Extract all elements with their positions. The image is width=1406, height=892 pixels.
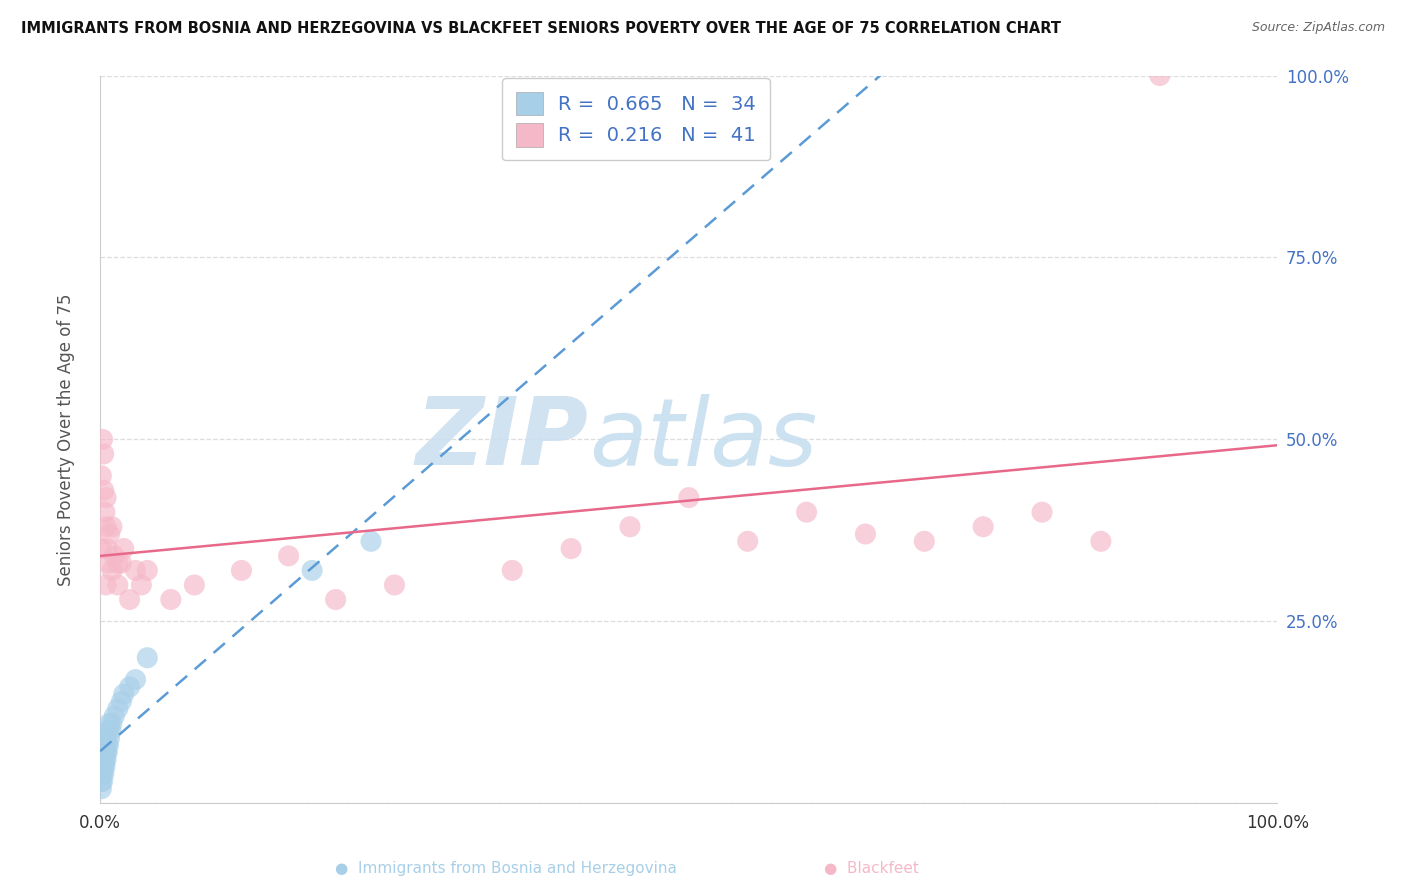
Point — [131, 578, 153, 592]
Point — [93, 483, 115, 498]
Point — [110, 694, 132, 708]
Text: ZIP: ZIP — [416, 393, 589, 485]
Point — [136, 650, 159, 665]
Point — [103, 709, 125, 723]
Point — [91, 433, 114, 447]
Point — [97, 556, 120, 570]
Point — [94, 753, 117, 767]
Point — [94, 745, 117, 759]
Point — [94, 738, 117, 752]
Point — [96, 738, 118, 752]
Point — [231, 563, 253, 577]
Point — [159, 592, 181, 607]
Point — [1149, 69, 1171, 83]
Text: ●  Blackfeet: ● Blackfeet — [824, 861, 920, 876]
Point — [98, 716, 121, 731]
Point — [972, 520, 994, 534]
Point — [678, 491, 700, 505]
Point — [118, 592, 141, 607]
Legend: R =  0.665   N =  34, R =  0.216   N =  41: R = 0.665 N = 34, R = 0.216 N = 41 — [502, 78, 769, 161]
Point — [101, 716, 124, 731]
Y-axis label: Seniors Poverty Over the Age of 75: Seniors Poverty Over the Age of 75 — [58, 293, 75, 586]
Point — [94, 520, 117, 534]
Point — [1031, 505, 1053, 519]
Point — [90, 774, 112, 789]
Point — [91, 753, 114, 767]
Point — [560, 541, 582, 556]
Point — [98, 731, 121, 745]
Point — [112, 541, 135, 556]
Point — [97, 738, 120, 752]
Point — [136, 563, 159, 577]
Point — [98, 527, 121, 541]
Point — [1090, 534, 1112, 549]
Point — [96, 745, 118, 759]
Point — [110, 556, 132, 570]
Point — [912, 534, 935, 549]
Point — [96, 541, 118, 556]
Point — [112, 687, 135, 701]
Point — [325, 592, 347, 607]
Text: IMMIGRANTS FROM BOSNIA AND HERZEGOVINA VS BLACKFEET SENIORS POVERTY OVER THE AGE: IMMIGRANTS FROM BOSNIA AND HERZEGOVINA V… — [21, 21, 1062, 36]
Point — [501, 563, 523, 577]
Point — [101, 520, 124, 534]
Point — [90, 541, 112, 556]
Point — [384, 578, 406, 592]
Point — [277, 549, 299, 563]
Point — [94, 505, 117, 519]
Point — [301, 563, 323, 577]
Point — [93, 760, 115, 774]
Point — [93, 745, 115, 759]
Point — [619, 520, 641, 534]
Point — [93, 753, 115, 767]
Point — [91, 767, 114, 781]
Point — [97, 723, 120, 738]
Point — [94, 760, 117, 774]
Point — [737, 534, 759, 549]
Point — [103, 549, 125, 563]
Point — [183, 578, 205, 592]
Point — [94, 491, 117, 505]
Point — [107, 556, 129, 570]
Point — [124, 563, 146, 577]
Point — [796, 505, 818, 519]
Point — [101, 563, 124, 577]
Point — [360, 534, 382, 549]
Text: ●  Immigrants from Bosnia and Herzegovina: ● Immigrants from Bosnia and Herzegovina — [335, 861, 678, 876]
Point — [90, 767, 112, 781]
Point — [94, 578, 117, 592]
Point — [90, 468, 112, 483]
Point — [94, 753, 117, 767]
Point — [118, 680, 141, 694]
Point — [124, 673, 146, 687]
Text: Source: ZipAtlas.com: Source: ZipAtlas.com — [1251, 21, 1385, 34]
Point — [91, 760, 114, 774]
Text: atlas: atlas — [589, 394, 817, 485]
Point — [855, 527, 877, 541]
Point — [93, 447, 115, 461]
Point — [90, 781, 112, 796]
Point — [91, 774, 114, 789]
Point — [107, 578, 129, 592]
Point — [107, 701, 129, 715]
Point — [93, 767, 115, 781]
Point — [100, 723, 122, 738]
Point — [94, 731, 117, 745]
